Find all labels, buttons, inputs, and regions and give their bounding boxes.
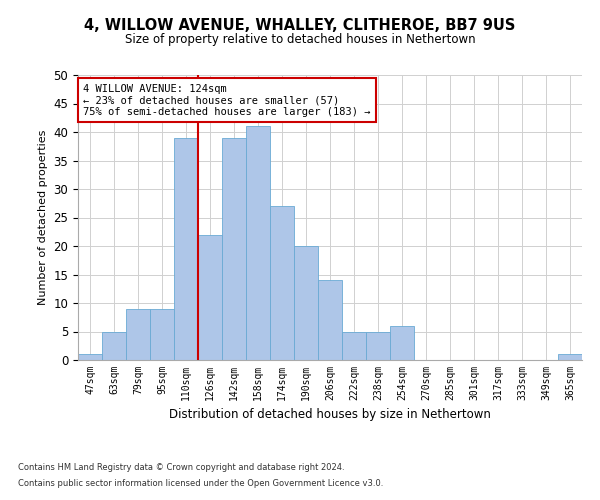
Bar: [174, 138, 198, 360]
Text: 4, WILLOW AVENUE, WHALLEY, CLITHEROE, BB7 9US: 4, WILLOW AVENUE, WHALLEY, CLITHEROE, BB…: [85, 18, 515, 32]
Bar: [102, 332, 126, 360]
Bar: [198, 234, 222, 360]
X-axis label: Distribution of detached houses by size in Nethertown: Distribution of detached houses by size …: [169, 408, 491, 422]
Text: Contains public sector information licensed under the Open Government Licence v3: Contains public sector information licen…: [18, 478, 383, 488]
Bar: [270, 206, 294, 360]
Bar: [366, 332, 390, 360]
Bar: [126, 308, 150, 360]
Bar: [222, 138, 246, 360]
Bar: [246, 126, 270, 360]
Text: Contains HM Land Registry data © Crown copyright and database right 2024.: Contains HM Land Registry data © Crown c…: [18, 464, 344, 472]
Text: Size of property relative to detached houses in Nethertown: Size of property relative to detached ho…: [125, 32, 475, 46]
Bar: [294, 246, 318, 360]
Bar: [150, 308, 174, 360]
Bar: [78, 354, 102, 360]
Bar: [342, 332, 366, 360]
Bar: [318, 280, 342, 360]
Bar: [390, 326, 414, 360]
Y-axis label: Number of detached properties: Number of detached properties: [38, 130, 48, 305]
Text: 4 WILLOW AVENUE: 124sqm
← 23% of detached houses are smaller (57)
75% of semi-de: 4 WILLOW AVENUE: 124sqm ← 23% of detache…: [83, 84, 371, 116]
Bar: [558, 354, 582, 360]
